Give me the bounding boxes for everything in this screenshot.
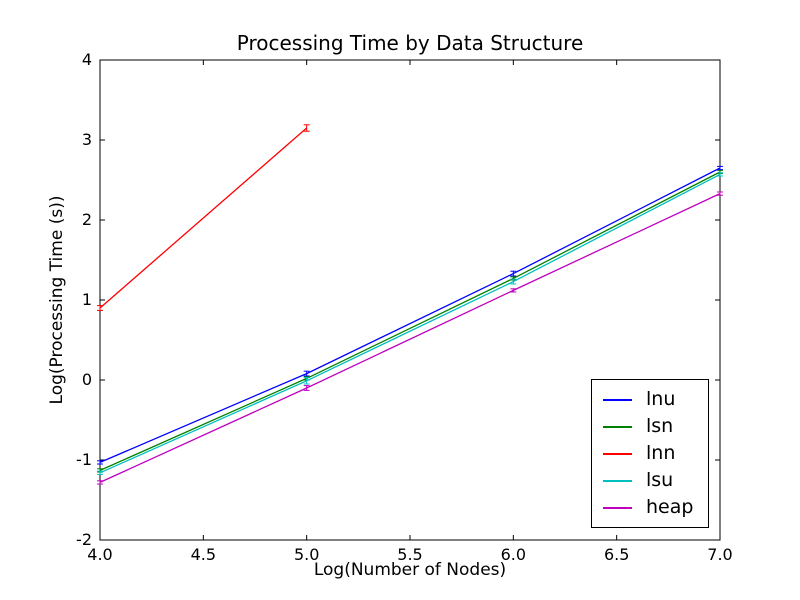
y-tick-label: 1: [82, 290, 92, 309]
legend-label-lsu: lsu: [646, 469, 674, 491]
x-tick-label: 7.0: [707, 545, 732, 564]
y-axis-label: Log(Processing Time (s)): [47, 195, 67, 405]
x-tick-label: 4.5: [191, 545, 216, 564]
legend-line-swatch-lnn: [603, 452, 632, 455]
y-tick-label: 3: [82, 130, 92, 149]
x-tick-label: 5.5: [397, 545, 422, 564]
legend-line-swatch-lnu: [603, 398, 632, 401]
series-heap-line: [99, 193, 721, 483]
legend-item-lsn: lsn: [603, 417, 708, 436]
y-tick-label: 0: [82, 370, 92, 389]
x-tick-label: 4.0: [87, 545, 112, 564]
y-tick-label: -1: [76, 450, 92, 469]
legend-item-lnn: lnn: [603, 444, 708, 463]
x-tick-label: 5.0: [294, 545, 319, 564]
legend-label-heap: heap: [646, 496, 694, 518]
legend-item-heap: heap: [603, 498, 708, 517]
legend-item-lnu: lnu: [603, 390, 708, 409]
legend-label-lsn: lsn: [646, 415, 674, 437]
series-lnu-line: [99, 167, 721, 463]
legend: lnu lsn lnn lsu heap: [591, 379, 709, 528]
series-lnn-line: [99, 127, 308, 309]
x-tick-label: 6.0: [501, 545, 526, 564]
legend-line-swatch-heap: [603, 506, 632, 509]
legend-item-lsu: lsu: [603, 471, 708, 490]
chart-title: Processing Time by Data Structure: [236, 31, 584, 55]
y-tick-label: 4: [82, 50, 92, 69]
legend-line-swatch-lsu: [603, 479, 632, 482]
y-tick-label: -2: [76, 530, 92, 549]
x-tick-label: 6.5: [604, 545, 629, 564]
y-tick-label: 2: [82, 210, 92, 229]
legend-line-swatch-lsn: [603, 425, 632, 428]
x-axis-label: Log(Number of Nodes): [313, 560, 507, 580]
legend-label-lnn: lnn: [646, 442, 676, 464]
series-lsn-line: [99, 171, 721, 471]
legend-label-lnu: lnu: [646, 388, 676, 410]
series-lsu-line: [99, 173, 721, 474]
